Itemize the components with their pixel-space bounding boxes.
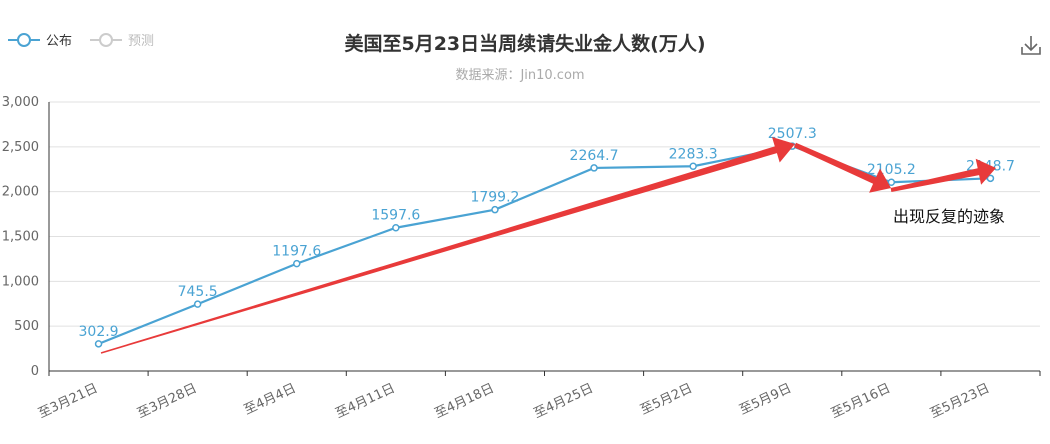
data-label: 2283.3 — [669, 146, 718, 162]
y-tick-label: 1,000 — [2, 274, 39, 289]
x-tick-label: 至3月28日 — [135, 381, 199, 422]
y-tick-label: 0 — [31, 364, 39, 379]
data-point[interactable] — [689, 162, 697, 171]
data-point[interactable] — [392, 223, 400, 232]
y-tick-label: 2,500 — [2, 140, 39, 155]
data-point[interactable] — [887, 178, 896, 186]
legend-item-published[interactable]: 公布 — [8, 33, 72, 49]
data-label: 2507.3 — [768, 126, 817, 142]
data-point[interactable] — [491, 205, 499, 214]
annotation-arrows — [100, 137, 996, 354]
data-point[interactable] — [193, 300, 202, 308]
y-tick-label: 1,500 — [2, 230, 39, 245]
annotation-text: 出现反复的迹象 — [893, 207, 1005, 226]
x-tick-label: 至5月23日 — [928, 381, 992, 422]
x-tick-label: 至4月18日 — [432, 381, 496, 422]
data-point[interactable] — [986, 174, 995, 183]
y-tick-label: 3,000 — [2, 95, 39, 110]
x-tick-label: 至5月16日 — [829, 381, 893, 422]
x-axis: 至3月21日 至3月28日 至4月4日 至4月11日 至4月18日 至4月25日 至5月2日… — [36, 370, 1041, 422]
annotation-arrow — [794, 142, 891, 193]
y-tick-label: 2,000 — [2, 185, 39, 200]
data-label: 1197.6 — [272, 244, 321, 260]
legend-label-forecast: 预测 — [128, 34, 154, 49]
y-gridlines — [49, 101, 1040, 327]
x-tick-label: 至5月9日 — [737, 381, 794, 418]
data-point[interactable] — [293, 259, 301, 268]
legend-label-published: 公布 — [46, 34, 72, 49]
y-axis: 0 500 1,000 1,500 2,000 2,500 3,000 — [2, 95, 50, 379]
data-label: 2105.2 — [867, 162, 916, 178]
x-tick-label: 至3月21日 — [36, 381, 100, 422]
data-label: 2264.7 — [570, 148, 619, 164]
x-tick-label: 至5月2日 — [638, 381, 695, 418]
y-tick-label: 500 — [14, 319, 39, 334]
data-point[interactable] — [94, 340, 103, 348]
data-label: 745.5 — [178, 284, 218, 300]
annotation-arrow — [100, 137, 796, 354]
legend-item-forecast[interactable]: 预测 — [90, 33, 154, 49]
chart-title: 美国至5月23日当周续请失业金人数(万人) — [344, 32, 705, 55]
download-icon[interactable] — [1016, 30, 1042, 56]
annotation-arrow — [890, 158, 996, 192]
x-tick-label: 至4月25日 — [532, 381, 596, 422]
x-tick-label: 至4月11日 — [333, 381, 397, 422]
legend[interactable]: 公布 预测 — [8, 33, 154, 49]
data-point[interactable] — [590, 164, 598, 172]
data-label: 302.9 — [79, 324, 119, 340]
data-label: 1597.6 — [371, 208, 420, 224]
data-label: 1799.2 — [470, 190, 519, 206]
x-tick-label: 至4月4日 — [242, 381, 299, 418]
chart-subtitle: 数据来源：Jin10.com — [455, 68, 584, 83]
